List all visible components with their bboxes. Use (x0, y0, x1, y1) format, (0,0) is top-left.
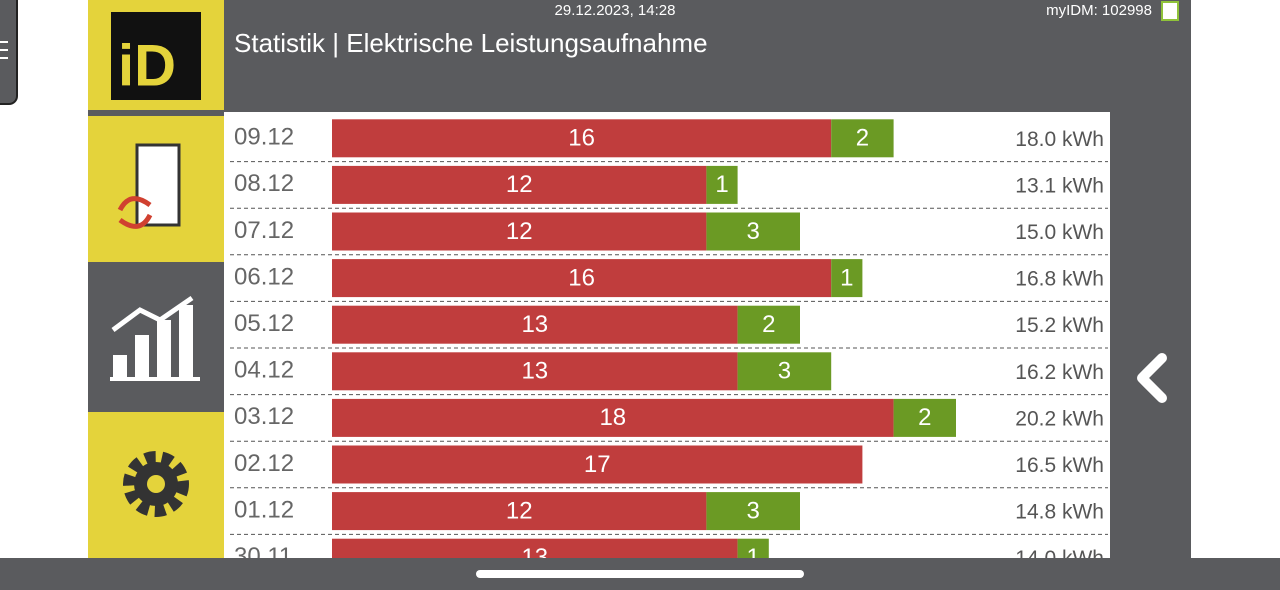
segment-label: 3 (778, 358, 791, 385)
segment-label: 13 (521, 358, 548, 385)
segment-label: 1 (840, 264, 853, 291)
date-label: 02.12 (234, 450, 294, 477)
segment-label: 2 (856, 125, 869, 152)
segment-label: 18 (599, 404, 626, 431)
segment-label: 2 (918, 404, 931, 431)
bar-segment (332, 305, 738, 344)
gear-hole (147, 475, 165, 493)
menu-button[interactable] (0, 0, 18, 105)
total-label: 16.8 kWh (1015, 268, 1104, 291)
back-button[interactable] (1137, 353, 1167, 403)
segment-label: 2 (762, 311, 775, 338)
door-icon (135, 143, 181, 227)
bar-segment (332, 352, 738, 391)
segment-label: 1 (715, 171, 728, 198)
bar-segment (332, 398, 894, 437)
logo (111, 12, 201, 100)
date-label: 05.12 (234, 310, 294, 337)
total-label: 15.0 kWh (1015, 221, 1104, 244)
logo-text: iD (118, 33, 176, 98)
timestamp: 29.12.2023, 14:28 (555, 2, 676, 19)
total-label: 15.2 kWh (1015, 314, 1104, 337)
total-label: 13.1 kWh (1015, 174, 1104, 197)
bar-segment (706, 492, 800, 531)
bar-segment (706, 212, 800, 251)
home-indicator[interactable] (476, 570, 804, 578)
stats-icon (110, 305, 200, 381)
date-label: 03.12 (234, 403, 294, 430)
bar-segment (332, 212, 707, 251)
bar-segment (332, 119, 832, 158)
date-label: 01.12 (234, 496, 294, 523)
bar-segment (706, 165, 738, 204)
segment-label: 17 (584, 451, 611, 478)
date-label: 09.12 (234, 124, 294, 151)
date-label: 07.12 (234, 217, 294, 244)
segment-label: 12 (506, 171, 533, 198)
page-title: Statistik | Elektrische Leistungsaufnahm… (234, 28, 708, 58)
status-icon (1161, 1, 1179, 21)
bar-segment (737, 305, 800, 344)
bar-segment (332, 445, 863, 484)
nav-tile-stats[interactable] (88, 266, 224, 408)
bar-segment (332, 259, 832, 298)
bar-segment (332, 165, 707, 204)
total-label: 16.5 kWh (1015, 454, 1104, 477)
total-label: 14.8 kWh (1015, 501, 1104, 524)
segment-label: 16 (568, 264, 595, 291)
segment-label: 13 (521, 311, 548, 338)
account: myIDM: 102998 (1046, 2, 1152, 19)
bar-segment (893, 398, 956, 437)
bar-segment (831, 259, 863, 298)
date-label: 04.12 (234, 357, 294, 384)
segment-label: 12 (506, 497, 533, 524)
segment-label: 3 (747, 218, 760, 245)
total-label: 20.2 kWh (1015, 407, 1104, 430)
bar-segment (737, 352, 832, 391)
bar-segment (332, 492, 707, 531)
total-label: 18.0 kWh (1015, 128, 1104, 151)
arrows-icon (117, 196, 153, 229)
bar-segment (831, 119, 894, 158)
trend-line (111, 295, 194, 333)
date-label: 06.12 (234, 263, 294, 290)
date-label: 08.12 (234, 170, 294, 197)
total-label: 16.2 kWh (1015, 361, 1104, 384)
menu-icon (0, 41, 8, 59)
gear-icon (123, 451, 189, 517)
segment-label: 16 (568, 125, 595, 152)
segment-label: 12 (506, 218, 533, 245)
segment-label: 3 (747, 497, 760, 524)
